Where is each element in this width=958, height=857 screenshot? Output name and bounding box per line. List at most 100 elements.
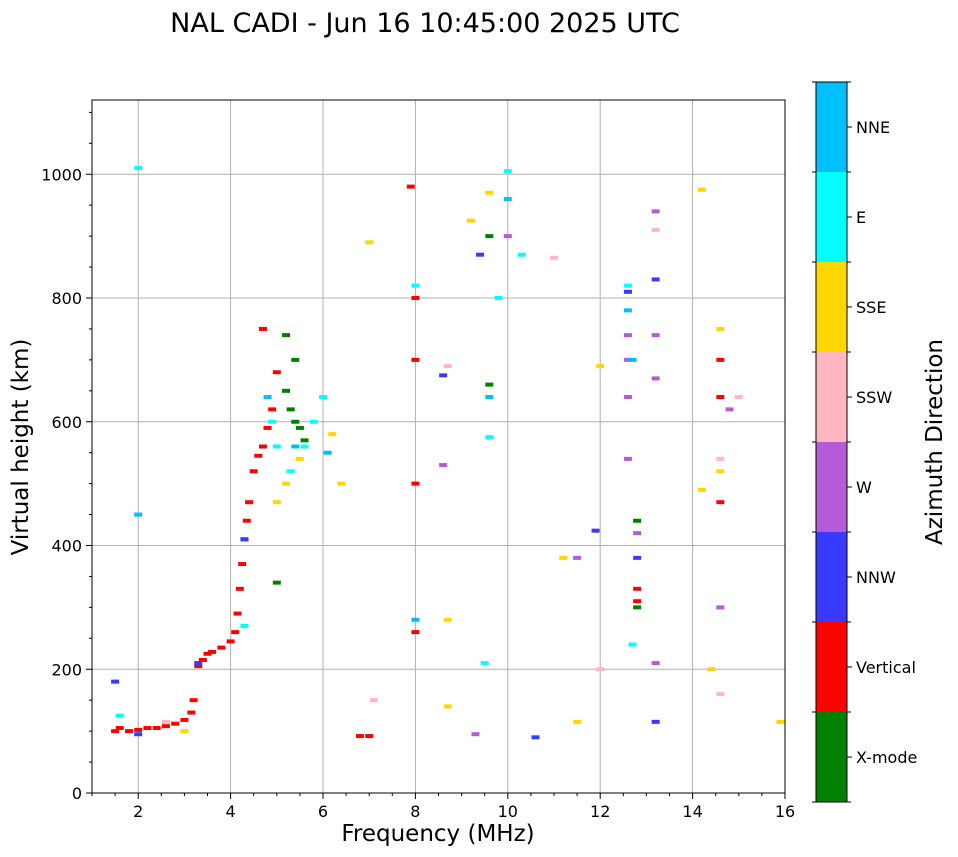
plot-background: [92, 100, 785, 793]
data-point: [439, 463, 448, 468]
data-point: [411, 283, 420, 288]
x-axis-label: Frequency (MHz): [341, 821, 534, 847]
x-tick-label: 8: [410, 802, 420, 821]
y-tick-label: 0: [72, 784, 82, 803]
data-point: [531, 735, 540, 740]
data-point: [485, 435, 494, 440]
colorbar-segment: [816, 712, 847, 802]
data-point: [651, 719, 660, 724]
data-point: [623, 308, 632, 313]
colorbar-label: Vertical: [856, 658, 916, 677]
data-point: [623, 283, 632, 288]
data-point: [485, 190, 494, 195]
data-point: [180, 729, 189, 734]
data-point: [233, 611, 242, 616]
data-point: [323, 450, 332, 455]
x-tick-label: 4: [226, 802, 236, 821]
data-point: [282, 388, 291, 393]
data-point: [171, 721, 180, 726]
grid-lines: [92, 100, 786, 794]
data-point: [291, 419, 300, 424]
y-tick-label: 200: [51, 660, 82, 679]
data-point: [591, 528, 600, 533]
y-tick-label: 1000: [41, 165, 82, 184]
data-point: [406, 184, 415, 189]
data-point: [517, 252, 526, 257]
data-point: [439, 373, 448, 378]
data-point: [300, 444, 309, 449]
colorbar-segment: [816, 262, 847, 352]
data-point: [268, 407, 277, 412]
data-point: [697, 487, 706, 492]
colorbar-segment: [816, 442, 847, 532]
data-point: [124, 729, 133, 734]
data-point: [295, 425, 304, 430]
data-point: [309, 419, 318, 424]
data-point: [651, 209, 660, 214]
data-point: [365, 240, 374, 245]
y-tick-label: 800: [51, 289, 82, 308]
data-point: [485, 234, 494, 239]
data-point: [623, 456, 632, 461]
data-point: [633, 605, 642, 610]
chart-title: NAL CADI - Jun 16 10:45:00 2025 UTC: [170, 8, 680, 39]
x-axis-ticks: 2 4 6 8 10 12 14 16: [91, 793, 795, 821]
x-tick-label: 10: [498, 802, 518, 821]
y-axis-label: Virtual height (km): [8, 339, 34, 556]
colorbar-label: X-mode: [856, 748, 917, 767]
y-tick-label: 400: [51, 537, 82, 556]
series-nne: [134, 197, 637, 622]
data-point: [355, 734, 364, 739]
data-point: [725, 407, 734, 412]
data-point: [651, 227, 660, 232]
series-w: [439, 209, 734, 737]
data-point: [161, 719, 170, 724]
data-point: [494, 296, 503, 300]
data-point: [268, 419, 277, 424]
series-nnw: [111, 252, 660, 740]
data-point: [633, 555, 642, 560]
data-point: [235, 586, 244, 591]
data-point: [776, 719, 785, 724]
data-point: [263, 395, 272, 399]
data-point: [623, 395, 632, 399]
data-point: [628, 642, 637, 647]
data-point: [596, 667, 605, 672]
data-point: [411, 481, 420, 486]
data-point: [633, 599, 642, 604]
data-point: [633, 586, 642, 591]
data-point: [623, 333, 632, 338]
data-point: [143, 726, 152, 731]
data-point: [471, 732, 480, 737]
data-point: [319, 395, 327, 399]
azimuth-colorbar: X-mode Vertical NNW W SSW SSE E NNE: [812, 81, 917, 803]
data-point: [550, 255, 558, 260]
data-point: [111, 679, 120, 684]
colorbar-label: W: [856, 478, 872, 497]
data-point: [300, 438, 309, 443]
data-point: [249, 469, 258, 474]
data-point: [286, 469, 295, 474]
data-point: [115, 713, 124, 718]
data-point: [573, 719, 582, 724]
data-point: [272, 580, 281, 585]
plot-area: 2 4 6 8 10 12 14 16 0 200 400 600 800 1000: [41, 99, 795, 821]
series-ssw: [161, 227, 743, 724]
data-point: [240, 623, 249, 628]
data-point: [194, 664, 203, 669]
x-tick-label: 12: [590, 802, 610, 821]
data-point: [716, 605, 725, 610]
data-point: [443, 364, 452, 369]
data-point: [623, 289, 632, 294]
colorbar-label: NNE: [856, 118, 890, 137]
data-point: [134, 512, 143, 517]
data-point: [282, 333, 291, 338]
data-point: [716, 456, 725, 461]
x-tick-label: 16: [775, 802, 795, 821]
series-sse: [180, 187, 785, 734]
data-point: [286, 407, 295, 412]
data-point: [254, 453, 263, 458]
data-point: [633, 531, 642, 536]
data-point: [559, 555, 568, 560]
data-point: [734, 395, 743, 399]
